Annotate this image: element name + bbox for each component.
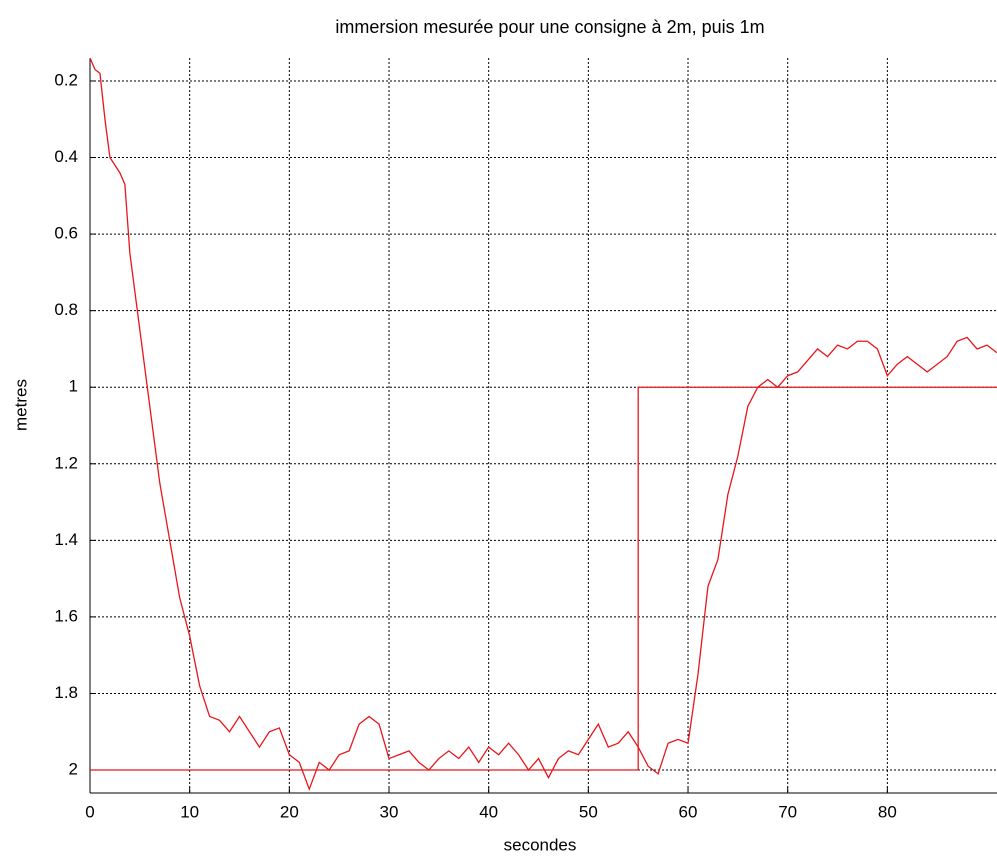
x-tick-label: 60 bbox=[679, 802, 698, 821]
y-tick-label: 0.8 bbox=[54, 300, 78, 319]
y-tick-label: 1 bbox=[69, 377, 78, 396]
chart-title: immersion mesurée pour une consigne à 2m… bbox=[335, 17, 764, 37]
x-tick-label: 10 bbox=[180, 802, 199, 821]
y-tick-label: 0.2 bbox=[54, 70, 78, 89]
x-tick-label: 40 bbox=[479, 802, 498, 821]
x-tick-label: 30 bbox=[380, 802, 399, 821]
y-tick-label: 1.4 bbox=[54, 530, 78, 549]
data-line bbox=[90, 386, 997, 771]
x-tick-label: 50 bbox=[579, 802, 598, 821]
y-tick-label: 1.6 bbox=[54, 606, 78, 625]
y-tick-label: 0.4 bbox=[54, 147, 78, 166]
x-tick-label: 70 bbox=[778, 802, 797, 821]
x-axis-label: secondes bbox=[504, 835, 577, 854]
y-tick-label: 2 bbox=[69, 760, 78, 779]
x-tick-label: 80 bbox=[878, 802, 897, 821]
y-tick-label: 1.2 bbox=[54, 453, 78, 472]
y-tick-label: 1.8 bbox=[54, 683, 78, 702]
y-axis-label: metres bbox=[11, 379, 30, 431]
x-tick-label: 20 bbox=[280, 802, 299, 821]
y-tick-label: 0.6 bbox=[54, 224, 78, 243]
x-tick-label: 0 bbox=[85, 802, 94, 821]
data-line bbox=[89, 57, 997, 792]
